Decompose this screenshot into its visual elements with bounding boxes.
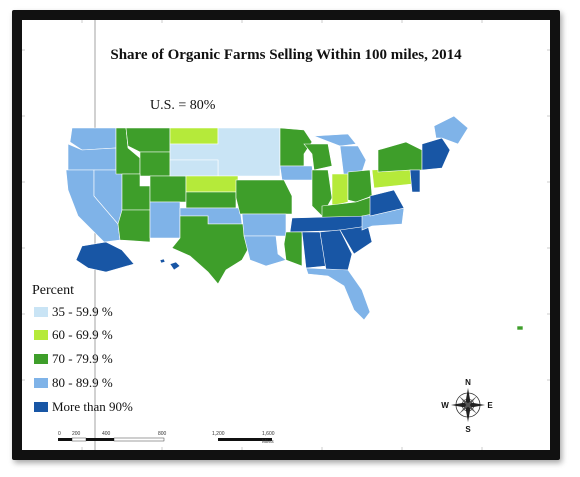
us-summary: U.S. = 80% bbox=[150, 98, 216, 113]
state-michigan bbox=[339, 145, 367, 179]
state-wyoming-east bbox=[169, 159, 219, 177]
state-colorado bbox=[149, 175, 187, 203]
scale-label-5: 1,600 bbox=[262, 431, 275, 437]
island-marker bbox=[516, 325, 524, 331]
state-maine bbox=[433, 115, 469, 145]
state-ohio bbox=[347, 169, 373, 203]
state-south-carolina bbox=[339, 225, 373, 255]
state-texas bbox=[171, 215, 253, 285]
state-wisconsin bbox=[303, 143, 333, 171]
legend-label: 70 - 79.9 % bbox=[52, 351, 113, 366]
state-new-jersey bbox=[409, 169, 421, 193]
legend-label: More than 90% bbox=[52, 399, 133, 414]
legend-item: 60 - 69.9 % bbox=[34, 327, 113, 343]
compass-w: W bbox=[441, 401, 449, 410]
state-nebraska bbox=[185, 175, 239, 193]
legend-item: 80 - 89.9 % bbox=[34, 375, 113, 391]
scale-label-3: 800 bbox=[158, 431, 167, 437]
state-mississippi bbox=[283, 231, 303, 267]
state-virginia bbox=[369, 189, 405, 217]
state-washington bbox=[69, 127, 117, 151]
scale-label-2: 400 bbox=[102, 431, 111, 437]
state-hawaii bbox=[169, 261, 181, 271]
state-new-england bbox=[421, 137, 451, 171]
state-arizona bbox=[117, 209, 151, 243]
legend-title: Percent bbox=[32, 283, 74, 298]
state-iowa bbox=[279, 165, 315, 181]
legend-label: 60 - 69.9 % bbox=[52, 327, 113, 342]
legend-item: 35 - 59.9 % bbox=[34, 304, 113, 320]
legend-swatch-4 bbox=[34, 378, 48, 388]
legend-item: More than 90% bbox=[34, 399, 133, 415]
state-north-dakota bbox=[169, 127, 219, 145]
us-states bbox=[65, 115, 524, 331]
map-canvas: N S E W 0 200 400 800 1,200 1,600 Miles bbox=[22, 20, 550, 450]
state-utah bbox=[121, 173, 151, 211]
state-alaska bbox=[75, 241, 135, 273]
scale-label-0: 0 bbox=[58, 431, 61, 437]
state-new-mexico bbox=[149, 201, 181, 239]
graticule-ticks bbox=[22, 20, 550, 450]
state-louisiana bbox=[243, 235, 287, 267]
state-wyoming bbox=[139, 151, 171, 177]
legend-swatch-5 bbox=[34, 402, 48, 412]
state-georgia bbox=[319, 229, 353, 271]
state-michigan-up bbox=[313, 133, 357, 147]
map-panel: N S E W 0 200 400 800 1,200 1,600 Miles … bbox=[22, 20, 550, 450]
scale-label-1: 200 bbox=[72, 431, 81, 437]
scale-label-4: 1,200 bbox=[212, 431, 225, 437]
legend-label: 35 - 59.9 % bbox=[52, 304, 113, 319]
compass-rose: N S E W bbox=[441, 378, 493, 434]
state-new-york bbox=[377, 141, 423, 173]
state-florida bbox=[305, 267, 371, 321]
compass-n: N bbox=[465, 378, 471, 387]
compass-e: E bbox=[487, 401, 493, 410]
state-missouri bbox=[235, 179, 293, 215]
compass-s: S bbox=[465, 425, 471, 434]
map-title: Share of Organic Farms Selling Within 10… bbox=[110, 47, 462, 63]
legend-swatch-1 bbox=[34, 307, 48, 317]
legend-item: 70 - 79.9 % bbox=[34, 351, 113, 367]
legend-swatch-3 bbox=[34, 354, 48, 364]
state-indiana bbox=[331, 173, 349, 207]
state-montana bbox=[125, 127, 171, 153]
legend-label: 80 - 89.9 % bbox=[52, 375, 113, 390]
scale-unit: Miles bbox=[262, 439, 274, 445]
state-arkansas bbox=[241, 213, 287, 237]
scale-bar: 0 200 400 800 1,200 1,600 Miles bbox=[58, 431, 275, 445]
legend-swatch-2 bbox=[34, 330, 48, 340]
state-kansas bbox=[185, 191, 237, 209]
